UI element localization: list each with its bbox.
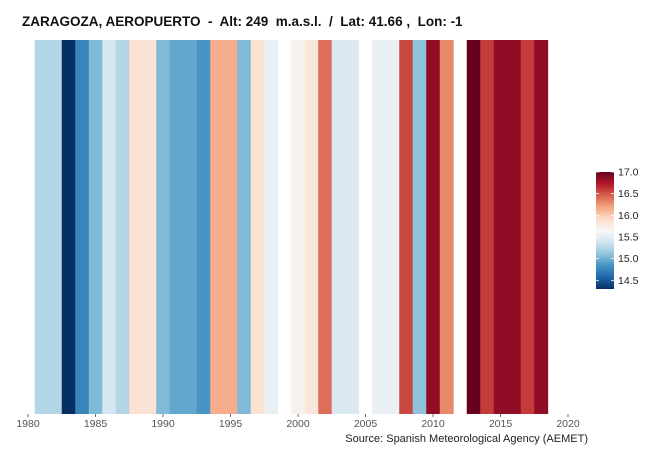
legend-tick-label: 15.0 xyxy=(618,253,639,265)
stripe-1998 xyxy=(264,40,279,414)
legend-colorbar xyxy=(596,172,614,289)
x-tick-label: 2015 xyxy=(489,418,513,430)
stripe-2015 xyxy=(493,40,508,414)
x-tick-label: 2010 xyxy=(421,418,445,430)
stripe-1990 xyxy=(156,40,171,414)
stripe-2001 xyxy=(304,40,319,414)
stripe-1983 xyxy=(61,40,76,414)
stripe-1997 xyxy=(250,40,265,414)
stripe-1986 xyxy=(102,40,117,414)
stripe-1992 xyxy=(183,40,198,414)
stripe-1993 xyxy=(196,40,211,414)
stripe-2000 xyxy=(291,40,306,414)
x-tick-label: 1985 xyxy=(84,418,108,430)
stripe-2007 xyxy=(385,40,400,414)
x-tick-label: 1990 xyxy=(151,418,175,430)
stripe-2014 xyxy=(480,40,495,414)
legend-tick-label: 16.5 xyxy=(618,188,639,200)
stripe-2011 xyxy=(439,40,454,414)
stripe-2006 xyxy=(372,40,387,414)
stripe-1989 xyxy=(142,40,157,414)
stripe-1987 xyxy=(115,40,130,414)
stripe-2008 xyxy=(399,40,414,414)
stripe-2004 xyxy=(345,40,360,414)
stripe-2017 xyxy=(520,40,535,414)
source-caption: Source: Spanish Meteorological Agency (A… xyxy=(345,433,588,445)
stripe-2010 xyxy=(426,40,441,414)
stripe-2009 xyxy=(412,40,427,414)
stripe-1988 xyxy=(129,40,144,414)
x-tick-label: 2020 xyxy=(556,418,580,430)
stripe-1994 xyxy=(210,40,225,414)
stripe-1984 xyxy=(75,40,90,414)
stripe-1985 xyxy=(88,40,103,414)
stripe-1995 xyxy=(223,40,238,414)
stripe-1991 xyxy=(169,40,184,414)
stripe-1982 xyxy=(48,40,63,414)
legend-tick-label: 16.0 xyxy=(618,210,639,222)
legend-tick-label: 15.5 xyxy=(618,232,639,244)
stripes-group xyxy=(34,40,549,414)
legend-tick-label: 17.0 xyxy=(618,167,639,179)
x-tick-label: 1995 xyxy=(219,418,243,430)
stripe-2018 xyxy=(534,40,549,414)
chart-title: ZARAGOZA, AEROPUERTO - Alt: 249 m.a.s.l.… xyxy=(22,14,463,29)
stripe-1996 xyxy=(237,40,252,414)
legend-tick-label: 14.5 xyxy=(618,275,639,287)
x-tick-label: 2005 xyxy=(354,418,378,430)
x-axis: 1980 1985 1990 1995 2000 2005 2010 2015 2020 xyxy=(16,414,580,430)
stripe-2002 xyxy=(318,40,333,414)
stripe-1981 xyxy=(34,40,49,414)
x-tick-label: 1980 xyxy=(16,418,40,430)
x-tick-label: 2000 xyxy=(286,418,310,430)
color-legend: 14.5 15.0 15.5 16.0 16.5 17.0 xyxy=(596,167,639,289)
stripe-2003 xyxy=(331,40,346,414)
stripe-2013 xyxy=(466,40,481,414)
stripe-2016 xyxy=(507,40,522,414)
